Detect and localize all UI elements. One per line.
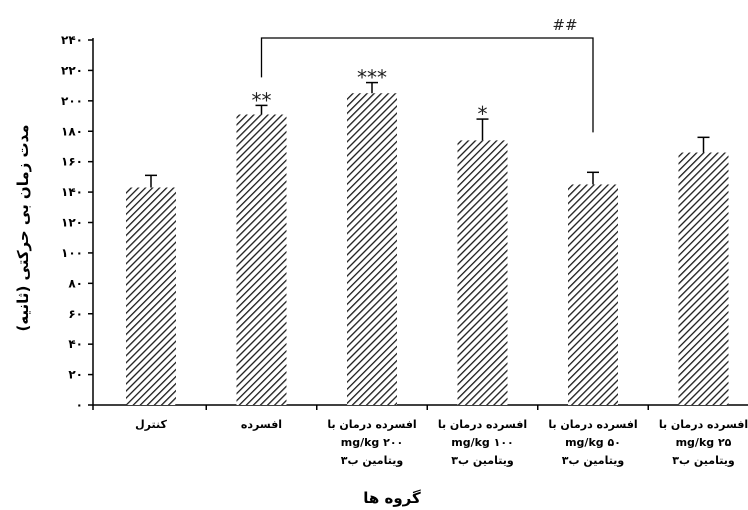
bar — [126, 187, 176, 405]
bars — [126, 81, 729, 406]
x-tick-label: افسرده درمان با mg/kg ۲۵ ویتامین ب۳ — [659, 418, 748, 467]
x-tick-label: افسرده درمان با mg/kg ۱۰۰ ویتامین ب۳ — [438, 418, 527, 467]
y-axis: ۰ ۲۰ ۴۰ ۶۰ ۸۰ ۱۰۰ ۱۲۰ ۱۴۰ ۱۶۰ ۱۸۰ ۲۰۰ ۲۲۰ ۲۴۰ — [61, 33, 94, 412]
bar — [568, 184, 618, 405]
significance-label: * — [478, 102, 488, 126]
y-tick-label: ۲۰ — [68, 368, 83, 382]
x-tick-label: افسرده درمان با mg/kg ۲۰۰ ویتامین ب۳ — [327, 418, 416, 467]
comparison-bracket — [260, 37, 594, 133]
comparison-label: ## — [552, 16, 577, 34]
x-axis-title: گروه ها — [363, 489, 421, 507]
bar — [678, 152, 729, 405]
bar — [236, 114, 287, 405]
y-tick-label: ۱۰۰ — [61, 246, 83, 260]
significance-label: ** — [252, 88, 272, 112]
y-tick-label: ۴۰ — [68, 337, 83, 351]
y-tick-label: ۲۰۰ — [61, 94, 83, 108]
y-tick-label: ۲۲۰ — [61, 63, 83, 77]
y-tick-label: ۲۴۰ — [61, 33, 83, 47]
significance-annotations: ******## — [252, 16, 594, 133]
y-tick-label: ۶۰ — [68, 307, 83, 321]
bar — [457, 140, 508, 405]
significance-label: *** — [357, 66, 387, 90]
y-tick-label: ۱۶۰ — [61, 155, 83, 169]
y-tick-label: ۱۴۰ — [61, 185, 83, 199]
y-tick-label: ۱۲۰ — [61, 216, 83, 230]
y-tick-label: ۱۸۰ — [61, 124, 83, 138]
y-axis-title: مدت زمان بی حرکتی (ثانیه) — [14, 124, 32, 331]
x-tick-label: کنترل — [135, 418, 167, 431]
x-tick-label: افسرده درمان با mg/kg ۵۰ ویتامین ب۳ — [548, 418, 637, 467]
x-axis: کنترل افسرده افسرده درمان با mg/kg ۲۰۰ ویتام… — [92, 404, 748, 467]
x-tick-label: افسرده — [241, 418, 282, 431]
y-tick-label: ۸۰ — [68, 276, 83, 290]
y-tick-label: ۰ — [76, 398, 83, 412]
bar — [347, 93, 397, 406]
